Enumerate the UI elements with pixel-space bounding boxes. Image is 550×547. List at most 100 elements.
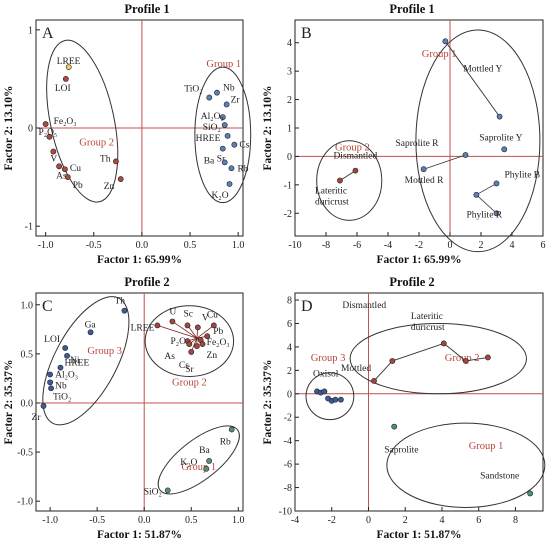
point-label: Ba (204, 156, 215, 166)
data-point (47, 371, 54, 378)
x-tick-label: -2 (328, 515, 336, 526)
data-point (56, 163, 63, 170)
data-point (493, 180, 500, 187)
data-point (221, 159, 228, 166)
plot-frame (294, 292, 544, 512)
point-label: Al₂O₃ (201, 112, 224, 122)
data-point (40, 403, 47, 409)
leader-line (423, 154, 466, 170)
point-label: HREE (196, 134, 221, 144)
data-point (206, 94, 213, 101)
point-label: Nb (55, 381, 67, 391)
point-label: Zr (231, 95, 241, 105)
data-point (228, 426, 235, 433)
point-label: TiO₂ (53, 392, 71, 402)
data-point (206, 458, 213, 464)
group-ellipse (144, 305, 235, 377)
panel-c: -1.0 -0.5 0.0 0.5 1.0 -1.0 -0.5 0.0 0.5 1.0 Factor… (3, 292, 245, 541)
point-label: Cu (207, 310, 218, 320)
point-label: Sc (183, 309, 193, 319)
x-tick-label: 0 (448, 240, 453, 251)
point-label: K₂O (180, 458, 197, 468)
point-label: Rb (220, 437, 231, 447)
group-label: Group 1 (469, 441, 504, 452)
leader-line (196, 325, 215, 339)
y-tick-label: 4 (287, 342, 292, 353)
data-point (203, 465, 210, 472)
x-axis-label: Factor 1: 51.87% (376, 529, 461, 541)
y-tick-label: 3 (287, 67, 292, 78)
data-point (389, 358, 396, 364)
data-point (462, 152, 469, 158)
x-tick-label: 6 (476, 515, 481, 526)
data-point (496, 113, 503, 120)
point-label: Sr (217, 155, 226, 165)
y-tick-label: -1 (25, 222, 33, 233)
y-tick-label: -2 (284, 209, 292, 220)
point-label: Mottled R (405, 176, 444, 186)
group-ellipse (46, 39, 119, 203)
point-label: P₂O₅ (38, 128, 57, 138)
data-point (188, 349, 195, 355)
x-axis-label: Factor 1: 51.87% (97, 529, 182, 541)
x-tick-label: 2 (479, 240, 484, 251)
x-axis-label: Factor 1: 65.99% (376, 254, 461, 266)
y-tick-label: 6 (287, 319, 292, 330)
point-label: Pb (73, 181, 83, 191)
data-point (224, 132, 231, 139)
point-label: Sr (185, 365, 194, 375)
panel-c-title: Profile 2 (124, 275, 169, 289)
x-tick-label: 6 (541, 240, 546, 251)
data-point (219, 114, 226, 121)
point-label: Lateritic duricrust (411, 312, 445, 333)
data-point (204, 333, 211, 340)
data-point (473, 191, 480, 198)
plot-frame (35, 292, 244, 512)
point-label: Saprolite R (396, 139, 440, 149)
point-label: Sandstone (480, 471, 519, 481)
data-point (321, 388, 328, 395)
point-label: LREE (131, 323, 155, 333)
data-point (117, 176, 124, 182)
data-point (484, 354, 491, 361)
x-tick-label: 1.0 (232, 515, 245, 526)
y-tick-label: -0.5 (17, 448, 33, 459)
panel-a-title: Profile 1 (124, 2, 169, 16)
y-tick-label: -10 (279, 507, 292, 518)
leader-line (392, 342, 444, 362)
data-point (121, 307, 128, 314)
x-tick-label: -2 (415, 240, 423, 251)
point-label: Ga (85, 320, 97, 330)
point-label: LOI (44, 335, 60, 345)
point-label: Pb (213, 327, 223, 337)
x-tick-label: 4 (510, 240, 515, 251)
group-label: Group 3 (311, 353, 346, 364)
point-label: Dismantled (333, 152, 377, 162)
point-label: Zr (32, 413, 42, 423)
data-point (184, 322, 191, 329)
data-point (219, 145, 226, 152)
leader-line (157, 325, 198, 339)
data-point (61, 166, 68, 173)
group-ellipse (386, 422, 546, 508)
point-label: As (56, 171, 67, 181)
group-label: Group 2 (79, 138, 114, 149)
point-label: Zn (104, 182, 115, 192)
data-point (199, 341, 206, 347)
data-point (442, 38, 449, 45)
group-ellipse (316, 140, 383, 221)
panel-letter: D (301, 298, 313, 315)
data-point (47, 379, 54, 386)
point-label: HREE (64, 359, 89, 369)
point-label: V (202, 313, 209, 323)
y-axis-label: Factor 2: 35.37% (3, 359, 15, 444)
leader-line (465, 357, 488, 362)
y-tick-label: 1 (28, 25, 33, 36)
point-label: Phylite B (505, 170, 541, 180)
y-tick-label: 0.5 (21, 349, 34, 360)
x-tick-label: -0.5 (89, 515, 105, 526)
point-label: U (169, 307, 176, 317)
data-point (42, 121, 49, 127)
point-label: Lateritic duricrust (315, 187, 349, 208)
group-label: Group 1 (181, 462, 216, 473)
